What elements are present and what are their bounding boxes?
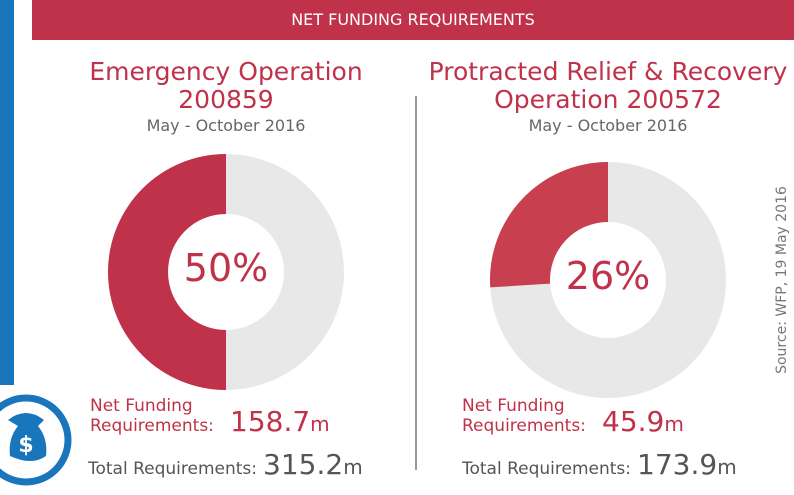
chart-title: Emergency Operation 200859 <box>89 57 363 114</box>
net-label: Net Funding Requirements: <box>462 396 586 436</box>
total-row: Total Requirements: 173.9m <box>462 448 737 481</box>
total-value: 173.9 <box>637 448 718 481</box>
net-value-wrap: 45.9m <box>602 408 684 436</box>
total-label: Total Requirements: <box>462 459 632 479</box>
net-value: 45.9 <box>602 405 665 438</box>
percent-label: 50% <box>183 246 269 290</box>
donut-segment <box>490 162 608 288</box>
donut-segment <box>108 154 226 390</box>
header: NET FUNDING REQUIREMENTS <box>32 0 794 40</box>
side-bar <box>0 0 14 385</box>
net-unit: m <box>310 412 330 436</box>
net-unit: m <box>664 412 684 436</box>
dollar-sign: $ <box>18 433 33 458</box>
chart-subtitle: May - October 2016 <box>528 116 688 135</box>
source: Source: WFP, 19 May 2016 <box>774 186 790 374</box>
net-label: Net Funding Requirements: <box>90 396 214 436</box>
total-unit: m <box>343 455 363 479</box>
net-row: Net Funding Requirements: 45.9m <box>462 396 684 436</box>
total-label: Total Requirements: <box>88 459 258 479</box>
net-row: Net Funding Requirements: 158.7m <box>90 396 330 436</box>
percent-label: 26% <box>565 254 651 298</box>
total-unit: m <box>717 455 737 479</box>
net-value-wrap: 158.7m <box>230 408 330 436</box>
money-bag <box>8 413 47 461</box>
chart-title: Protracted Relief & Recovery Operation 2… <box>428 57 788 114</box>
net-value: 158.7 <box>230 405 311 438</box>
chart-subtitle: May - October 2016 <box>146 116 306 135</box>
total-value: 315.2 <box>263 448 344 481</box>
total-row: Total Requirements: 315.2m <box>88 448 363 481</box>
